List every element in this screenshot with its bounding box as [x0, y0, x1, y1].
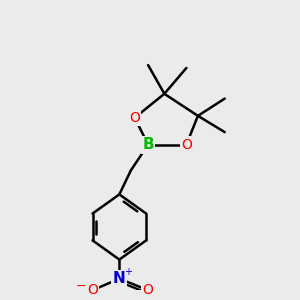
Text: O: O	[181, 138, 192, 152]
Text: +: +	[124, 267, 132, 277]
Text: O: O	[87, 283, 98, 297]
Text: O: O	[129, 111, 140, 125]
Text: −: −	[76, 280, 86, 293]
Text: N: N	[113, 271, 126, 286]
Text: O: O	[142, 283, 154, 297]
Text: B: B	[142, 137, 154, 152]
